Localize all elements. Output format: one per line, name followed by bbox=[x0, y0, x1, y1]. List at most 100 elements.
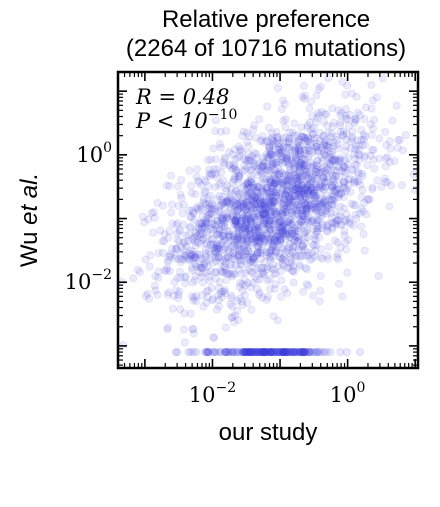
data-point bbox=[220, 155, 229, 164]
data-point bbox=[267, 151, 276, 160]
data-point bbox=[356, 111, 365, 120]
data-point bbox=[236, 294, 245, 303]
data-point bbox=[289, 242, 298, 251]
data-point bbox=[313, 227, 322, 236]
data-point bbox=[268, 157, 277, 166]
data-point bbox=[292, 232, 301, 241]
data-point bbox=[177, 193, 186, 202]
data-point bbox=[267, 161, 276, 170]
data-point bbox=[326, 133, 335, 142]
data-point bbox=[335, 121, 344, 130]
data-point bbox=[274, 262, 283, 271]
data-point bbox=[257, 163, 266, 172]
data-point bbox=[178, 209, 187, 218]
data-point bbox=[335, 190, 344, 199]
data-point bbox=[244, 266, 253, 275]
data-point bbox=[331, 171, 340, 180]
floor-point bbox=[291, 348, 300, 357]
data-point bbox=[288, 267, 297, 276]
data-point bbox=[258, 268, 267, 277]
data-point bbox=[195, 260, 204, 269]
data-point bbox=[193, 238, 202, 247]
data-point bbox=[383, 178, 392, 187]
data-point bbox=[306, 179, 315, 188]
data-point bbox=[277, 276, 286, 285]
data-point bbox=[334, 172, 343, 181]
data-point bbox=[345, 110, 354, 119]
data-point bbox=[255, 233, 264, 242]
data-point bbox=[272, 219, 281, 228]
data-point bbox=[220, 219, 229, 228]
data-point bbox=[180, 238, 189, 247]
data-point bbox=[265, 225, 274, 234]
data-point bbox=[253, 284, 262, 293]
data-point bbox=[180, 338, 189, 347]
data-point bbox=[232, 216, 241, 225]
data-point bbox=[397, 181, 406, 190]
data-point bbox=[290, 170, 299, 179]
data-point bbox=[294, 245, 303, 254]
data-point bbox=[303, 204, 312, 213]
data-point bbox=[305, 219, 314, 228]
data-point bbox=[269, 165, 278, 174]
data-point bbox=[316, 199, 325, 208]
data-point bbox=[276, 188, 285, 197]
data-point bbox=[234, 226, 243, 235]
data-point bbox=[255, 236, 264, 245]
data-point bbox=[304, 137, 313, 146]
data-point bbox=[153, 198, 162, 207]
data-point bbox=[229, 212, 238, 221]
data-point bbox=[245, 252, 254, 261]
data-point bbox=[206, 255, 215, 264]
data-point bbox=[173, 182, 182, 191]
data-point bbox=[261, 209, 270, 218]
data-point bbox=[248, 152, 257, 161]
data-point bbox=[258, 170, 267, 179]
data-point bbox=[236, 244, 245, 253]
data-point bbox=[285, 128, 294, 137]
data-point bbox=[285, 133, 294, 142]
data-point bbox=[219, 228, 228, 237]
data-point bbox=[317, 153, 326, 162]
data-point bbox=[262, 185, 271, 194]
data-point bbox=[269, 160, 278, 169]
data-point bbox=[246, 230, 255, 239]
data-point bbox=[295, 262, 304, 271]
data-point bbox=[316, 272, 325, 281]
floor-point bbox=[220, 348, 229, 357]
data-point bbox=[328, 191, 337, 200]
data-point bbox=[281, 115, 290, 124]
data-point bbox=[194, 219, 203, 228]
data-point bbox=[252, 275, 261, 284]
data-point bbox=[259, 198, 268, 207]
data-point bbox=[392, 101, 401, 110]
data-point bbox=[227, 270, 236, 279]
data-point bbox=[197, 273, 206, 282]
data-point bbox=[150, 281, 159, 290]
data-point bbox=[347, 165, 356, 174]
data-point bbox=[269, 181, 278, 190]
data-point bbox=[133, 266, 142, 275]
data-point bbox=[205, 169, 214, 178]
y-axis-label-italic: et al. bbox=[16, 173, 43, 225]
data-point bbox=[179, 238, 188, 247]
data-point bbox=[297, 123, 306, 132]
data-point bbox=[308, 248, 317, 257]
data-point bbox=[235, 172, 244, 181]
data-point bbox=[323, 121, 332, 130]
data-point bbox=[328, 223, 337, 232]
data-point bbox=[360, 153, 369, 162]
data-point bbox=[206, 225, 215, 234]
data-point bbox=[318, 254, 327, 263]
data-point bbox=[378, 74, 387, 83]
data-point bbox=[304, 189, 313, 198]
data-point bbox=[247, 178, 256, 187]
data-point bbox=[343, 81, 352, 90]
data-point bbox=[190, 276, 199, 285]
data-point bbox=[241, 221, 250, 230]
data-point bbox=[255, 213, 264, 222]
data-point bbox=[160, 266, 169, 275]
data-point bbox=[171, 251, 180, 260]
data-point bbox=[241, 165, 250, 174]
